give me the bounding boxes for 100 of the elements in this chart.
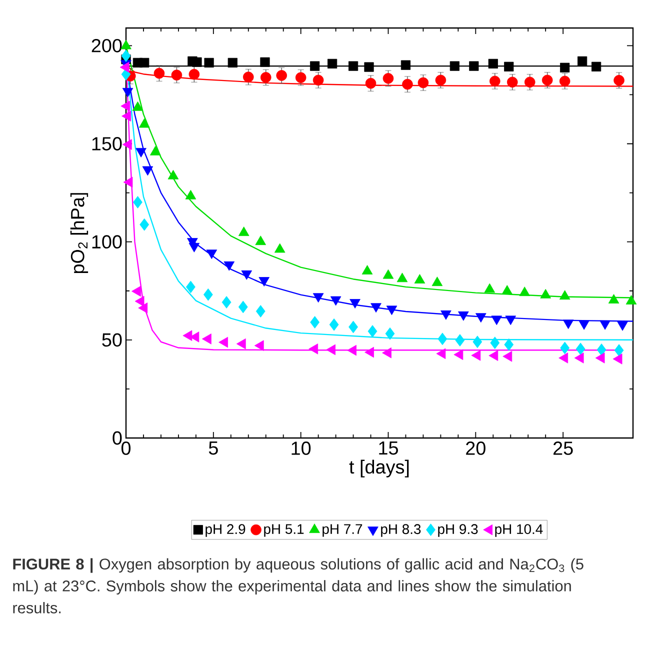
point [488, 350, 498, 361]
point [596, 344, 606, 356]
point [154, 68, 165, 79]
point [350, 299, 360, 308]
point [454, 349, 464, 360]
point [236, 338, 246, 350]
point [578, 320, 590, 330]
point [218, 336, 228, 348]
point [122, 139, 132, 150]
point [364, 346, 374, 358]
x-tick-label: 15 [379, 442, 398, 455]
point [238, 300, 248, 314]
point [524, 76, 536, 88]
point [328, 58, 338, 68]
y-axis-title: pO$_{2}$ [hPa] [70, 193, 88, 274]
point [490, 336, 500, 350]
point [440, 310, 452, 320]
point [326, 344, 336, 356]
legend-label: pH 7.7 [322, 524, 362, 537]
point [614, 344, 624, 357]
point [132, 286, 141, 297]
point [560, 62, 570, 72]
point [258, 277, 270, 286]
point [435, 74, 446, 86]
point [574, 352, 584, 364]
point [133, 196, 142, 208]
point [436, 348, 446, 360]
x-tick-label: 20 [466, 442, 486, 455]
legend-label: pH 10.4 [495, 524, 543, 537]
point [188, 68, 200, 80]
point [136, 148, 146, 158]
y-tick-label: 100 [92, 235, 122, 249]
point [222, 296, 232, 308]
point [312, 293, 324, 303]
point [330, 296, 342, 306]
point [120, 62, 130, 73]
y-tick-label: 50 [102, 333, 122, 347]
point [192, 57, 202, 67]
point [614, 74, 624, 86]
legend-label: pH 8.3 [381, 524, 421, 537]
point [202, 334, 212, 344]
point [120, 100, 130, 112]
y-tick-label: 0 [112, 431, 122, 445]
point [438, 332, 448, 346]
point [489, 76, 500, 87]
point [560, 342, 570, 354]
point [595, 352, 605, 364]
point [504, 62, 514, 72]
point [476, 313, 486, 323]
point [364, 62, 374, 72]
point [502, 350, 512, 362]
point [348, 61, 358, 71]
point [123, 176, 133, 188]
point [542, 74, 553, 86]
point [188, 242, 200, 252]
point [203, 288, 213, 301]
point [491, 316, 502, 326]
point [134, 296, 144, 307]
point [348, 320, 358, 334]
point [559, 76, 570, 87]
point [122, 110, 131, 122]
point [600, 320, 610, 330]
point [182, 330, 192, 341]
point [386, 306, 398, 316]
point [206, 250, 218, 260]
point [558, 352, 568, 364]
point [617, 321, 628, 331]
point [171, 70, 182, 80]
point [400, 60, 411, 70]
point [450, 61, 460, 71]
point [138, 302, 148, 314]
point [254, 340, 264, 351]
point [260, 57, 270, 67]
point [242, 72, 254, 82]
legend-label: pH 2.9 [206, 524, 246, 537]
point [260, 72, 272, 83]
point [506, 76, 518, 88]
x-axis-title: t [days] [349, 460, 409, 478]
point [295, 72, 306, 84]
point [382, 73, 394, 84]
point [224, 261, 235, 271]
point [310, 61, 320, 71]
point [241, 270, 252, 280]
text: FIGURE 8 | Oxygen absorption by aqueous solutions of gallic acid and Na$_{2}$CO$_{3}$ (5 mL) at 23°C. Symbols show the experimental data and lines show the simulation results. [13, 558, 584, 614]
x-tick-label: 10 [292, 442, 311, 455]
point [256, 305, 266, 318]
point [504, 338, 514, 351]
point [122, 88, 134, 98]
point [121, 50, 131, 62]
point [368, 325, 378, 338]
legend-label: pH 9.3 [438, 524, 478, 537]
point [310, 316, 320, 328]
point [186, 280, 196, 294]
point [576, 342, 586, 356]
x-tick-label: 5 [208, 442, 218, 455]
point [505, 316, 516, 326]
legend-label: pH 5.1 [264, 524, 304, 537]
y-tick-label: 200 [92, 38, 122, 52]
point [418, 77, 429, 88]
x-tick-label: 0 [121, 442, 131, 455]
